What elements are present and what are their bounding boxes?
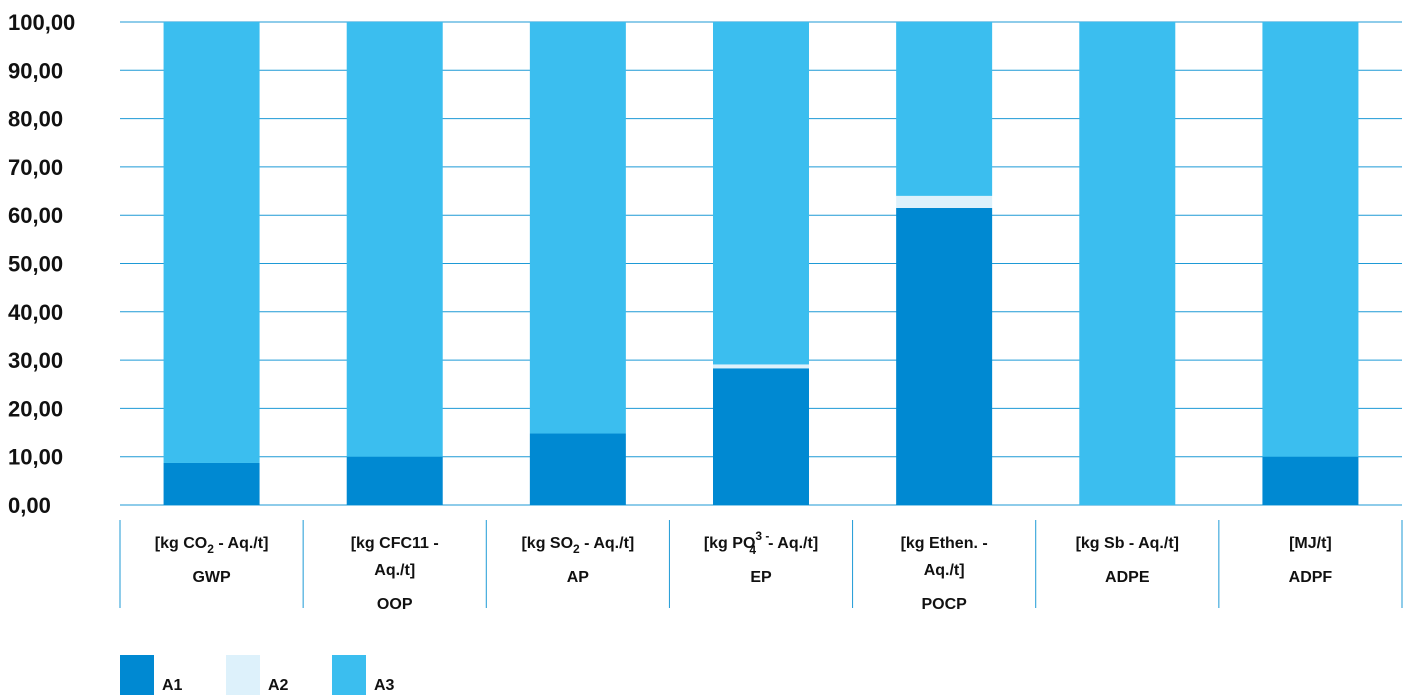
- bar-a1-ap: [529, 433, 626, 505]
- y-tick-label: 100,00: [8, 10, 75, 35]
- y-tick-label: 40,00: [8, 300, 63, 325]
- bar-a3-adpe: [1079, 22, 1176, 505]
- bar-a1-adpf: [1262, 456, 1359, 505]
- category-name-label: OOP: [377, 596, 413, 613]
- y-tick-label: 10,00: [8, 445, 63, 470]
- category-unit-label: [kg PO3 -4- Aq./t]: [704, 529, 818, 557]
- category-unit-label: [kg CFC11 -: [351, 535, 439, 552]
- bar-a1-oop: [346, 456, 443, 505]
- legend-swatch-a1: [120, 655, 154, 695]
- bar-a3-oop: [346, 22, 443, 457]
- legend-swatch-a2: [226, 655, 260, 695]
- category-unit-label: [kg CO2 - Aq./t]: [155, 535, 269, 556]
- category-unit-label: [kg Ethen. -: [901, 535, 988, 552]
- bar-a1-pocp: [896, 207, 993, 505]
- bar-a3-adpf: [1262, 22, 1359, 457]
- legend-label-a1: A1: [162, 677, 183, 694]
- y-tick-label: 30,00: [8, 348, 63, 373]
- y-tick-label: 60,00: [8, 203, 63, 228]
- category-unit-label-line2: Aq./t]: [374, 562, 415, 579]
- bar-a1-ep: [713, 368, 809, 505]
- category-name-label: ADPF: [1289, 569, 1333, 586]
- y-tick-label: 50,00: [8, 252, 63, 277]
- category-unit-label: [MJ/t]: [1289, 535, 1332, 552]
- bars: [163, 22, 1359, 505]
- category-name-label: EP: [750, 569, 772, 586]
- y-tick-label: 0,00: [8, 493, 51, 518]
- category-name-label: ADPE: [1105, 569, 1150, 586]
- legend: A1 A2 A3: [120, 655, 395, 695]
- category-name-label: GWP: [192, 569, 231, 586]
- bar-a2-pocp: [896, 195, 993, 208]
- bar-a3-pocp: [896, 22, 993, 196]
- legend-label-a2: A2: [268, 677, 289, 694]
- category-unit-label: [kg SO2 - Aq./t]: [521, 535, 634, 556]
- y-tick-label: 20,00: [8, 396, 63, 421]
- legend-swatch-a3: [332, 655, 366, 695]
- bar-a1-gwp: [163, 462, 260, 505]
- legend-label-a3: A3: [374, 677, 395, 694]
- y-tick-label: 90,00: [8, 58, 63, 83]
- bar-a3-gwp: [163, 22, 260, 463]
- bar-a2-ep: [713, 364, 809, 369]
- y-tick-label: 80,00: [8, 107, 63, 132]
- x-axis: [kg CO2 - Aq./t] GWP [kg CFC11 - Aq./t] OOP […: [119, 520, 1403, 613]
- category-name-label: POCP: [921, 596, 967, 613]
- category-unit-label-line2: Aq./t]: [924, 562, 965, 579]
- bar-a3-ep: [713, 22, 809, 365]
- y-tick-label: 70,00: [8, 155, 63, 180]
- bar-a3-ap: [529, 22, 626, 434]
- y-axis: 0,00 10,00 20,00 30,00 40,00 50,00 60,00 70,00 8…: [8, 10, 75, 518]
- category-unit-label: [kg Sb - Aq./t]: [1076, 535, 1179, 552]
- category-name-label: AP: [567, 569, 590, 586]
